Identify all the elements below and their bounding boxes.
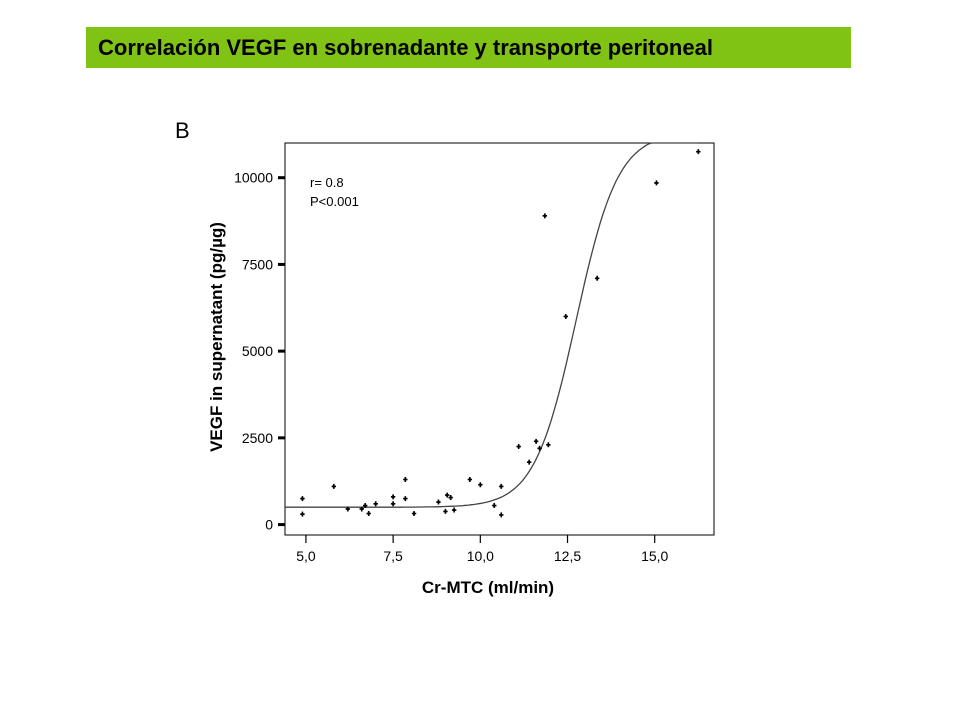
data-point [546, 442, 551, 448]
data-point [563, 313, 568, 319]
y-tick-label: 2500 [242, 430, 273, 446]
y-tick-label: 7500 [242, 256, 273, 272]
data-point [331, 483, 337, 489]
data-point [516, 444, 521, 450]
data-point [345, 506, 350, 512]
x-axis-title: Cr-MTC (ml/min) [422, 578, 554, 597]
data-point [444, 492, 450, 498]
data-point [411, 510, 417, 516]
data-point [478, 482, 483, 488]
data-point [542, 213, 548, 219]
plot-area [284, 142, 715, 536]
data-point [533, 438, 539, 444]
x-axis: 5,0 7,5 10,0 12,5 15,0 [296, 535, 669, 564]
data-points [300, 149, 701, 518]
p-value-annotation: P<0.001 [310, 194, 359, 209]
data-point [654, 180, 659, 186]
data-point [696, 149, 701, 155]
data-point [492, 503, 497, 509]
y-tick-label: 10000 [234, 170, 273, 186]
title-banner: Correlación VEGF en sobrenadante y trans… [86, 27, 851, 68]
data-point [467, 476, 473, 482]
data-point [436, 499, 441, 505]
data-point [403, 476, 408, 482]
x-tick-label: 5,0 [296, 548, 316, 564]
data-point [448, 495, 453, 501]
data-point [403, 496, 408, 502]
data-point [390, 501, 396, 507]
y-tick-label: 0 [265, 517, 273, 533]
y-axis-title: VEGF in supernatant (pg/µg) [207, 222, 226, 452]
data-point [359, 506, 364, 512]
data-point [451, 507, 457, 513]
data-point [363, 503, 368, 509]
x-tick-label: 7,5 [383, 548, 403, 564]
y-tick-label: 5000 [242, 343, 273, 359]
slide-title: Correlación VEGF en sobrenadante y trans… [98, 34, 713, 60]
data-point [373, 501, 378, 507]
data-point [499, 483, 504, 489]
x-tick-label: 12,5 [554, 548, 581, 564]
correlation-annotation: r= 0.8 [310, 175, 344, 190]
data-point [390, 494, 396, 500]
fit-curve [285, 142, 699, 508]
data-point [443, 508, 448, 514]
data-point [300, 496, 305, 502]
panel-label: B [175, 118, 190, 143]
data-point [366, 510, 371, 516]
y-axis: 0 2500 5000 7500 10000 [234, 170, 285, 533]
data-point [537, 445, 542, 451]
data-point [526, 459, 532, 465]
data-point [594, 275, 600, 281]
data-point [300, 511, 305, 517]
data-point [499, 512, 504, 518]
x-tick-label: 15,0 [641, 548, 668, 564]
x-tick-label: 10,0 [467, 548, 494, 564]
